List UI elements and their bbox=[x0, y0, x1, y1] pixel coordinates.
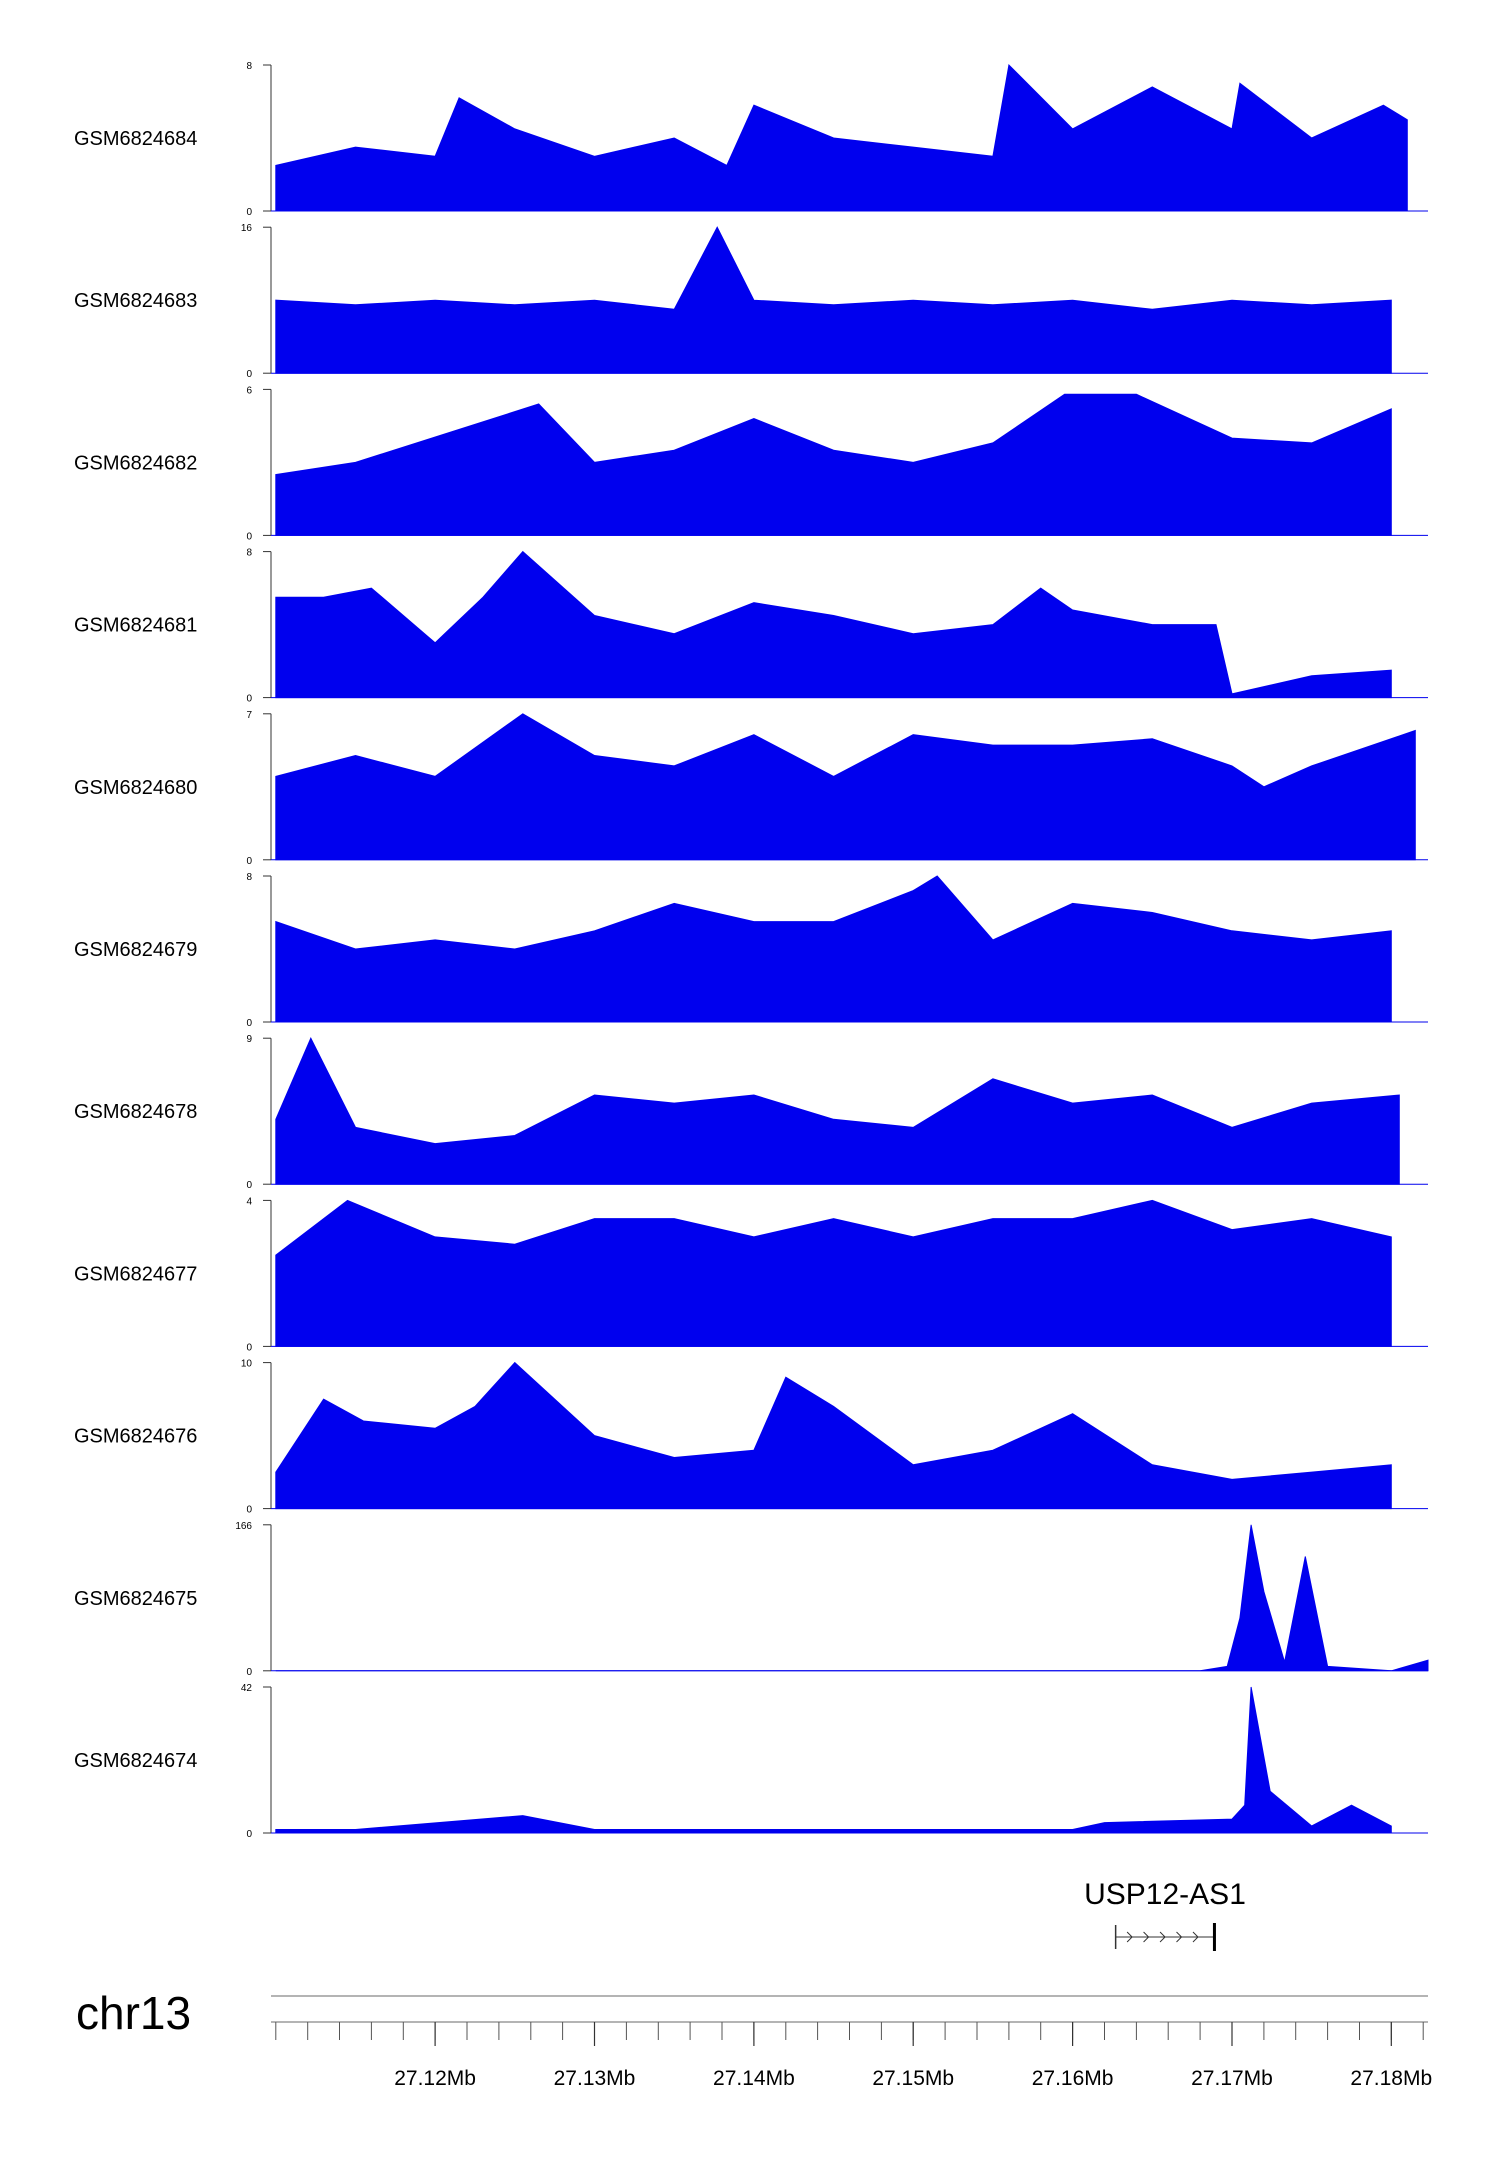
strand-arrow bbox=[1159, 1931, 1166, 1943]
track-label: GSM6824684 bbox=[74, 128, 197, 150]
track-ymax-label: 8 bbox=[246, 548, 252, 559]
track-gsm6824674: GSM6824674 42 0 bbox=[74, 1683, 1428, 1840]
track-ymax-label: 7 bbox=[246, 710, 252, 721]
coverage-tracks: GSM682468480GSM6824683160GSM682468260GSM… bbox=[74, 61, 1429, 1840]
track-ymin-label: 0 bbox=[246, 694, 252, 705]
coverage-area bbox=[275, 550, 1392, 699]
coverage-area bbox=[275, 226, 1392, 374]
axis-tick-label: 27.14Mb bbox=[713, 2067, 795, 2090]
axis-tick-label: 27.12Mb bbox=[394, 2067, 476, 2090]
track-label: GSM6824679 bbox=[74, 939, 197, 961]
coverage-area bbox=[275, 1361, 1392, 1510]
track-ymax-label: 16 bbox=[241, 223, 253, 234]
coverage-area bbox=[275, 1199, 1392, 1347]
strand-arrow bbox=[1126, 1931, 1133, 1943]
track-gsm6824680: GSM6824680 7 0 bbox=[74, 710, 1428, 867]
axis-tick-label: 27.13Mb bbox=[554, 2067, 636, 2090]
track-ymin-label: 0 bbox=[246, 856, 252, 867]
strand-arrow bbox=[1143, 1931, 1150, 1943]
track-gsm6824675: GSM6824675 166 0 bbox=[74, 1521, 1429, 1678]
track-label: GSM6824683 bbox=[74, 290, 197, 312]
track-label: GSM6824674 bbox=[74, 1750, 197, 1772]
coverage-area bbox=[275, 713, 1416, 861]
coverage-area bbox=[275, 875, 1392, 1023]
track-ymax-label: 9 bbox=[246, 1034, 252, 1045]
track-ymin-label: 0 bbox=[246, 1505, 252, 1516]
track-ymax-label: 4 bbox=[246, 1196, 252, 1207]
track-label: GSM6824676 bbox=[74, 1426, 197, 1448]
gene-annotation-track: USP12-AS1 bbox=[1084, 1878, 1246, 1951]
track-ymax-label: 10 bbox=[241, 1359, 253, 1370]
track-gsm6824677: GSM6824677 4 0 bbox=[74, 1196, 1428, 1353]
track-ymin-label: 0 bbox=[246, 1018, 252, 1029]
track-gsm6824678: GSM6824678 9 0 bbox=[74, 1034, 1428, 1191]
track-label: GSM6824675 bbox=[74, 1588, 197, 1610]
track-ymin-label: 0 bbox=[246, 1342, 252, 1353]
gene-model-usp12-as1 bbox=[1114, 1923, 1216, 1951]
axis-tick-label: 27.18Mb bbox=[1350, 2067, 1432, 2090]
track-gsm6824679: GSM6824679 8 0 bbox=[74, 872, 1428, 1029]
track-ymin-label: 0 bbox=[246, 531, 252, 542]
track-ymin-label: 0 bbox=[246, 207, 252, 218]
axis-tick-label: 27.17Mb bbox=[1191, 2067, 1273, 2090]
track-gsm6824676: GSM6824676 10 0 bbox=[74, 1359, 1428, 1516]
track-ymin-label: 0 bbox=[246, 1829, 252, 1840]
track-ymax-label: 8 bbox=[246, 61, 252, 72]
coverage-area bbox=[275, 393, 1392, 536]
track-gsm6824684: GSM6824684 8 0 bbox=[74, 61, 1428, 218]
track-ymin-label: 0 bbox=[246, 369, 252, 380]
coverage-area bbox=[275, 63, 1408, 212]
track-ymax-label: 8 bbox=[246, 872, 252, 883]
coverage-area bbox=[275, 1037, 1400, 1185]
coverage-area bbox=[275, 1686, 1392, 1834]
track-gsm6824683: GSM6824683 16 0 bbox=[74, 223, 1428, 380]
track-label: GSM6824681 bbox=[74, 615, 197, 637]
track-ymax-label: 6 bbox=[246, 385, 252, 396]
coverage-area bbox=[275, 1524, 1429, 1672]
strand-arrow bbox=[1176, 1931, 1183, 1943]
axis-tick-label: 27.16Mb bbox=[1032, 2067, 1114, 2090]
track-gsm6824682: GSM6824682 6 0 bbox=[74, 385, 1428, 542]
genome-axis: chr13 27.12Mb 27.13Mb 27.14Mb 27.15Mb 27.16M… bbox=[76, 1987, 1432, 2090]
axis-ticks: 27.12Mb 27.13Mb 27.14Mb 27.15Mb 27.16Mb 27.17… bbox=[275, 2022, 1432, 2090]
track-ymax-label: 166 bbox=[235, 1521, 252, 1532]
track-label: GSM6824680 bbox=[74, 777, 197, 799]
chromosome-label: chr13 bbox=[76, 1987, 191, 2039]
track-ymin-label: 0 bbox=[246, 1180, 252, 1191]
axis-tick-label: 27.15Mb bbox=[872, 2067, 954, 2090]
strand-arrow bbox=[1192, 1931, 1199, 1943]
track-ymax-label: 42 bbox=[241, 1683, 253, 1694]
track-label: GSM6824678 bbox=[74, 1101, 197, 1123]
track-gsm6824681: GSM6824681 8 0 bbox=[74, 548, 1428, 705]
track-ymin-label: 0 bbox=[246, 1667, 252, 1678]
track-label: GSM6824682 bbox=[74, 452, 197, 474]
gene-label: USP12-AS1 bbox=[1084, 1878, 1246, 1911]
track-label: GSM6824677 bbox=[74, 1263, 197, 1285]
